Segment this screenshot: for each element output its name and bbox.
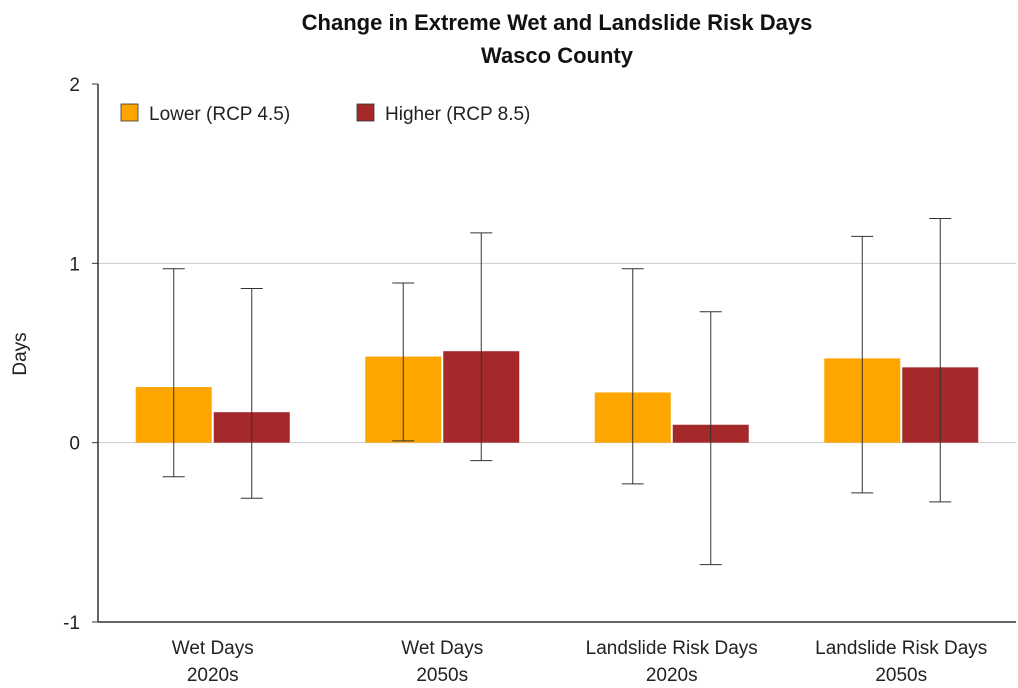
- bars: [135, 351, 979, 443]
- legend-swatch: [356, 103, 375, 122]
- y-tick-label: -1: [63, 613, 80, 634]
- chart-subtitle: Wasco County: [481, 43, 634, 68]
- x-tick-label: 2050s: [875, 665, 927, 686]
- legend: Lower (RCP 4.5) Higher (RCP 8.5): [120, 103, 530, 125]
- y-axis-label: Days: [10, 332, 31, 375]
- x-tick-label: 2020s: [646, 665, 698, 686]
- y-tick-label: 0: [69, 434, 80, 455]
- x-tick-label: 2020s: [187, 665, 239, 686]
- y-tick-label: 1: [69, 254, 80, 275]
- x-tick-label: Landslide Risk Days: [815, 638, 987, 659]
- chart-title: Change in Extreme Wet and Landslide Risk…: [302, 10, 813, 35]
- axes: -1 0 1 2 Wet Days 2020s Wet Days 2050s Landslide…: [63, 75, 1016, 686]
- x-tick-label: Landslide Risk Days: [586, 638, 758, 659]
- legend-label: Lower (RCP 4.5): [149, 104, 290, 125]
- legend-swatch: [120, 103, 139, 122]
- error-bars: [162, 218, 952, 566]
- legend-label: Higher (RCP 8.5): [385, 104, 530, 125]
- x-tick-label: 2050s: [416, 665, 468, 686]
- x-tick-label: Wet Days: [401, 638, 483, 659]
- x-tick-label: Wet Days: [172, 638, 254, 659]
- y-tick-label: 2: [69, 75, 80, 96]
